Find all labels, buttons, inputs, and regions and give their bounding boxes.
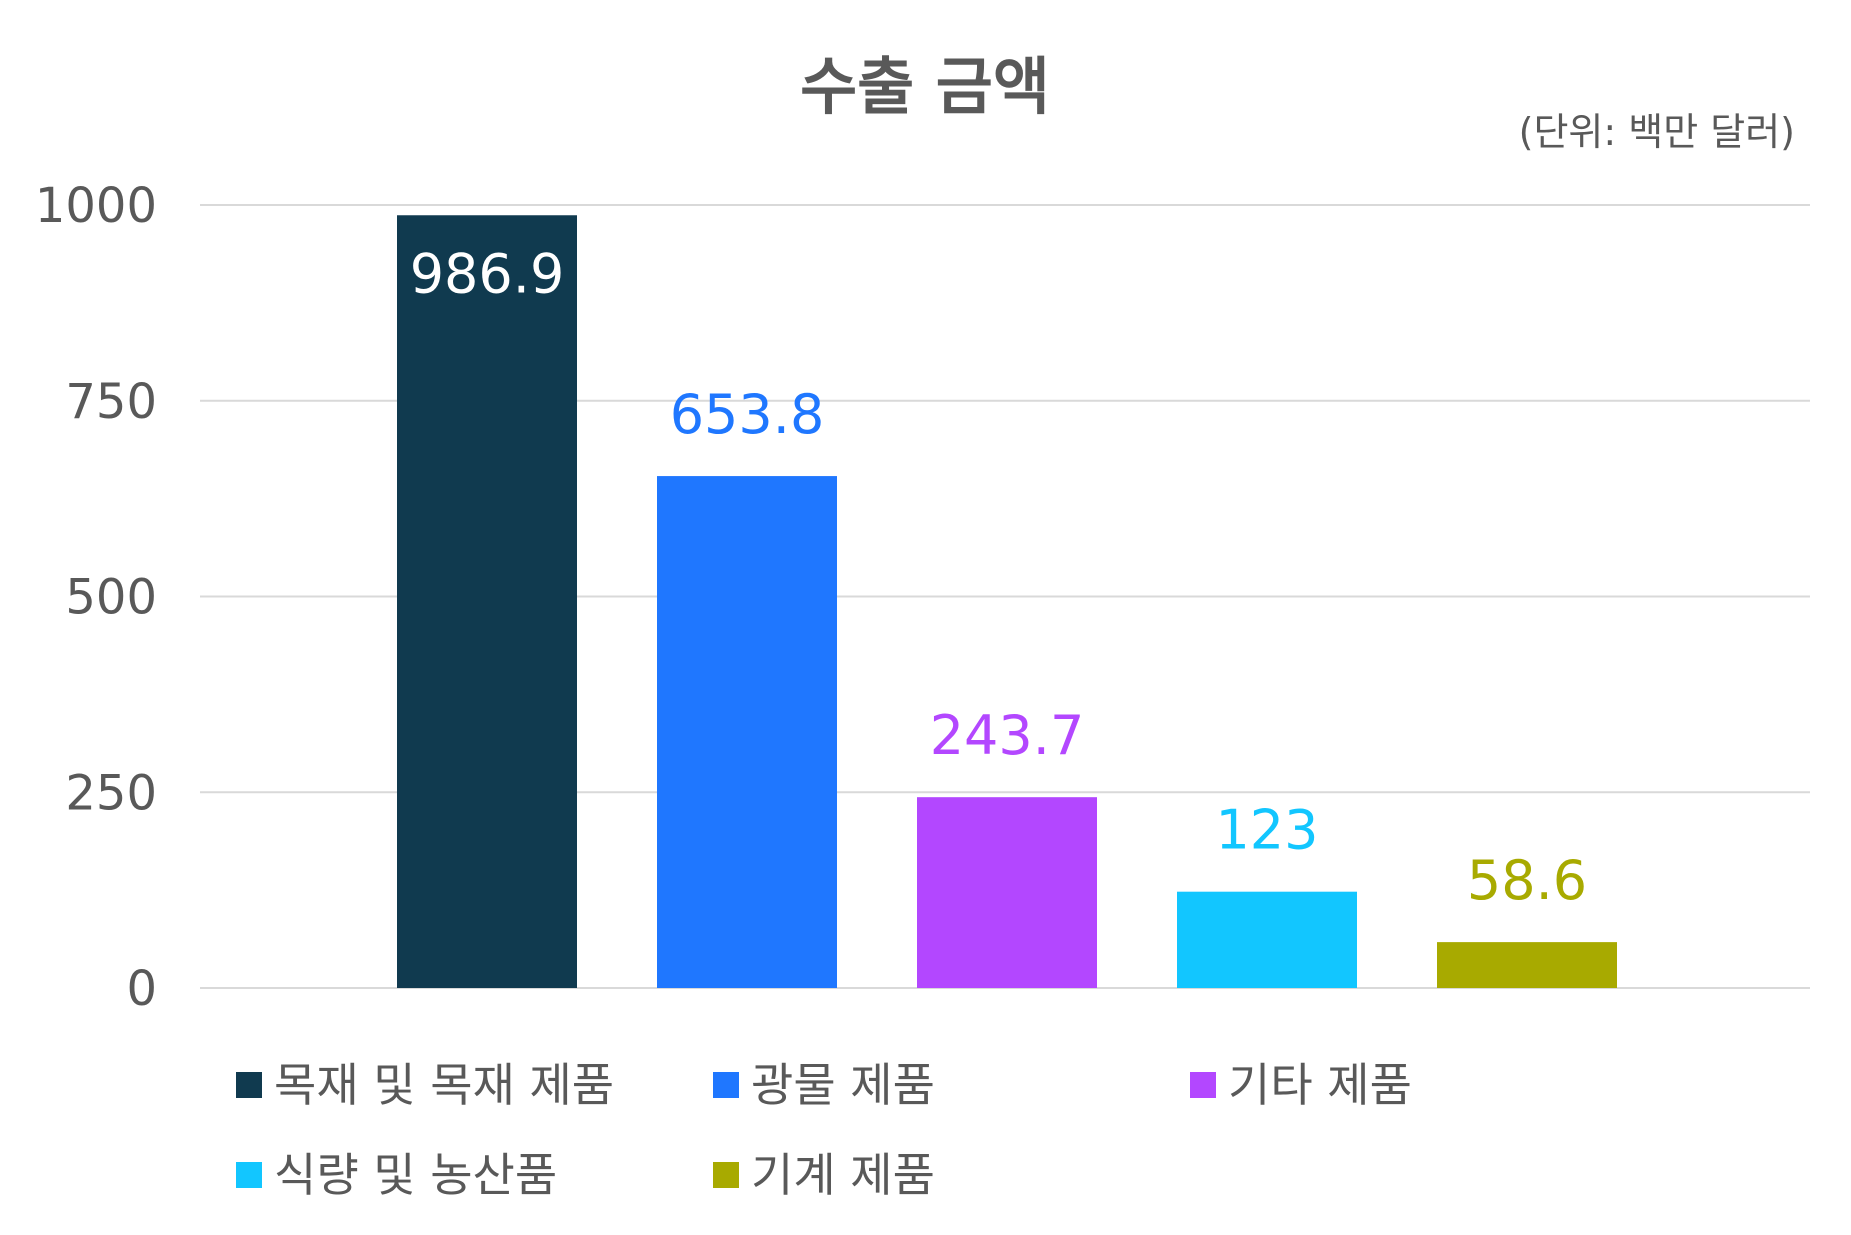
- bar: [1177, 891, 1357, 988]
- data-label: 58.6: [1467, 849, 1587, 912]
- y-tick-label: 0: [126, 961, 157, 1017]
- bar: [397, 215, 577, 988]
- y-axis-ticks: 0 250 500 750 1000: [35, 178, 157, 1017]
- bar: [1437, 942, 1617, 988]
- data-label: 986.9: [410, 242, 565, 305]
- y-tick-label: 1000: [35, 178, 157, 234]
- legend-label: 기계 제품: [751, 1148, 935, 1202]
- y-tick-label: 250: [65, 765, 157, 821]
- y-tick-label: 750: [65, 374, 157, 430]
- legend-swatch: [236, 1072, 262, 1098]
- data-labels: 986.9 653.8 243.7 123 58.6: [410, 242, 1587, 912]
- legend-label: 기타 제품: [1228, 1058, 1412, 1112]
- legend-label: 식량 및 농산품: [274, 1148, 557, 1202]
- y-tick-label: 500: [65, 570, 157, 626]
- bar: [657, 476, 837, 988]
- legend-label: 광물 제품: [751, 1058, 935, 1112]
- legend-label: 목재 및 목재 제품: [274, 1058, 614, 1112]
- legend-swatch: [713, 1072, 739, 1098]
- legend-swatch: [1190, 1072, 1216, 1098]
- data-label: 653.8: [670, 383, 825, 446]
- unit-label: (단위: 백만 달러): [1519, 110, 1795, 154]
- data-label: 243.7: [930, 704, 1085, 767]
- legend-swatch: [236, 1162, 262, 1188]
- bars: [397, 215, 1617, 988]
- data-label: 123: [1215, 799, 1318, 862]
- legend-swatch: [713, 1162, 739, 1188]
- bar: [917, 797, 1097, 988]
- chart-title: 수출 금액: [800, 50, 1050, 123]
